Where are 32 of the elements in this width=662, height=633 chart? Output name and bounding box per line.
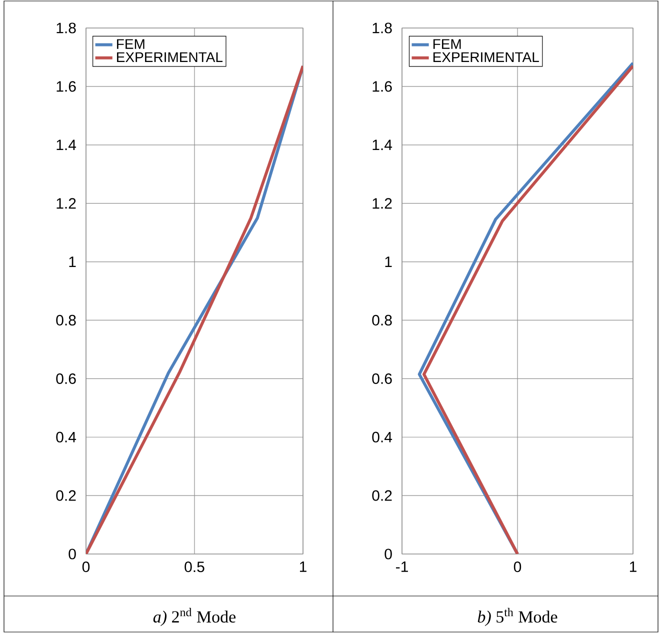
y-tick-label: 0.6: [372, 373, 392, 384]
x-tick-label: 1: [300, 562, 306, 572]
x-tick-label: 0: [82, 562, 90, 572]
y-tick-label: 1.8: [56, 22, 76, 34]
x-tick-label: -1: [396, 562, 408, 572]
y-tick-label: 0.4: [56, 432, 76, 442]
y-tick-label: 0.8: [56, 314, 76, 326]
y-tick-label: 0.2: [56, 490, 76, 501]
y-tick-label: 0.2: [372, 490, 392, 501]
x-axis-title: b) 5$^{th}$ Mode: [478, 608, 558, 626]
y-tick-label: 0: [384, 548, 392, 560]
y-tick-label: 1.6: [372, 81, 392, 92]
y-tick-label: 0: [68, 548, 76, 560]
y-tick-label: 1.2: [372, 198, 392, 209]
x-tick-label: 0.5: [184, 562, 204, 572]
y-tick-label: 0.8: [372, 314, 392, 326]
y-tick-label: 1.8: [372, 22, 392, 34]
legend-label: FEM: [433, 39, 461, 49]
x-tick-label: 0: [514, 562, 522, 572]
y-tick-label: 1.6: [56, 81, 76, 92]
y-tick-label: 1: [69, 256, 76, 267]
x-tick-label: 1: [630, 562, 636, 572]
y-tick-label: 0.6: [56, 373, 76, 384]
legend-label: EXPERIMENTAL: [117, 52, 223, 62]
legend-label: FEM: [117, 39, 144, 49]
y-tick-label: 1: [385, 256, 392, 267]
x-axis-title: a) 2$^{nd}$ Mode: [153, 608, 236, 626]
y-tick-label: 1.4: [56, 140, 76, 150]
y-tick-label: 0.4: [372, 432, 392, 442]
y-tick-label: 1.2: [56, 198, 76, 209]
y-tick-label: 1.4: [372, 140, 392, 150]
legend-label: EXPERIMENTAL: [433, 52, 539, 62]
